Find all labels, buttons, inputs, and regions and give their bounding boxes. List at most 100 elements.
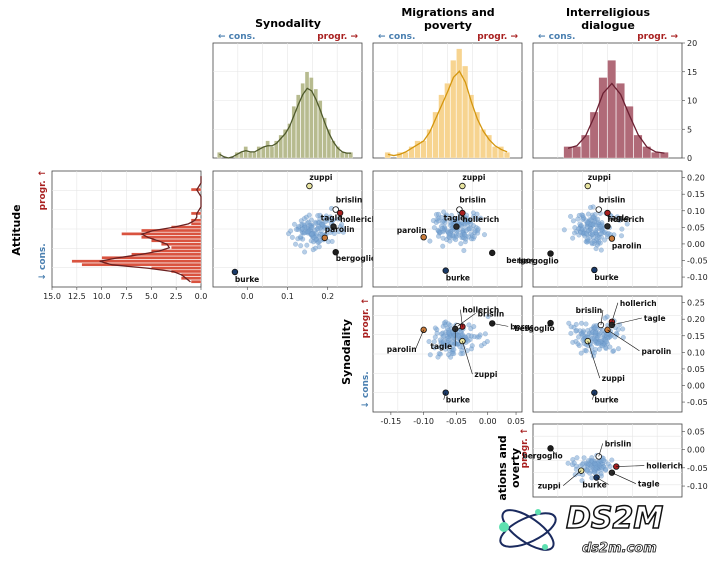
x-tick-label: 0.00 bbox=[479, 417, 497, 426]
leader-line bbox=[596, 477, 609, 485]
scatter-point bbox=[570, 218, 576, 224]
scatter-point bbox=[585, 219, 591, 225]
scatter-point bbox=[316, 239, 322, 245]
scatter-point bbox=[617, 217, 623, 223]
cons-label-synodality: ← cons. bbox=[218, 32, 255, 42]
hist-bar bbox=[426, 129, 433, 159]
scatter-point bbox=[309, 224, 315, 230]
hist-bar bbox=[462, 65, 469, 159]
cardinal-point-bergoglio bbox=[489, 249, 496, 257]
scatter-point bbox=[436, 351, 442, 357]
hist-bar bbox=[121, 232, 202, 236]
cardinal-point-tagle bbox=[330, 223, 337, 230]
scatter-point bbox=[427, 352, 433, 358]
y-tick-label: -0.05 bbox=[687, 256, 708, 265]
x-tick-label: 0.0 bbox=[195, 292, 208, 301]
cardinal-label: hollerich bbox=[462, 215, 499, 224]
x-tick-label: 15.0 bbox=[43, 292, 61, 301]
panels-layer: 0 5 10 15 20 15.0 12.5 10.0 7.5 5.0 2.5 0.0 zuppi bri… bbox=[43, 39, 708, 498]
kde-line bbox=[219, 87, 352, 159]
scatter-point bbox=[579, 461, 585, 467]
scatter-point bbox=[289, 234, 295, 240]
cardinal-label: zuppi bbox=[602, 374, 625, 383]
cardinal-label: hollerich bbox=[646, 462, 683, 471]
cons-label-migrations: ← cons. bbox=[378, 32, 415, 42]
cardinal-point-tagle bbox=[604, 223, 611, 230]
leader-line bbox=[550, 448, 557, 456]
hist-bar bbox=[296, 94, 301, 159]
cardinal-label: tagle bbox=[321, 214, 343, 223]
scatter-point bbox=[602, 237, 608, 243]
cons-label-attitude: ↓ cons. bbox=[38, 243, 48, 280]
scatter-point bbox=[593, 228, 599, 234]
scatter-point bbox=[322, 225, 328, 231]
scatter-point bbox=[440, 235, 446, 241]
hist-bar bbox=[243, 146, 248, 159]
cardinal-label: zuppi bbox=[474, 370, 497, 379]
scatter-point bbox=[309, 231, 315, 237]
scatter-point bbox=[620, 326, 626, 332]
scatter-point bbox=[593, 246, 599, 252]
hist-bar bbox=[190, 222, 202, 226]
scatter-point bbox=[614, 214, 620, 220]
scatter-point bbox=[462, 217, 468, 223]
scatter-point bbox=[591, 214, 597, 220]
leader-line bbox=[611, 302, 619, 322]
hist-bar bbox=[322, 117, 327, 159]
cardinal-label: bergoglio bbox=[518, 257, 558, 266]
scatter-point bbox=[590, 222, 596, 228]
scatter-point bbox=[482, 232, 488, 238]
scatter-point bbox=[597, 223, 603, 229]
hist-bar bbox=[282, 129, 288, 159]
kde-line bbox=[99, 176, 202, 283]
row-label-synodality: Synodality bbox=[340, 319, 353, 385]
logo-orbit-1 bbox=[499, 512, 557, 548]
hist-bar bbox=[581, 134, 590, 159]
hist-bar bbox=[309, 77, 314, 159]
hist-bar bbox=[291, 106, 297, 159]
scatter-point bbox=[603, 339, 609, 345]
x-tick-label: 12.5 bbox=[68, 292, 86, 301]
hist-bar bbox=[180, 273, 202, 277]
scatter-point bbox=[585, 211, 591, 217]
scatter-point bbox=[580, 216, 586, 222]
hist-bar bbox=[348, 152, 353, 159]
scatter-point bbox=[585, 236, 591, 242]
scatter-point bbox=[484, 338, 490, 344]
leader-line bbox=[611, 472, 637, 484]
x-tick-label: -0.05 bbox=[446, 417, 467, 426]
cardinal-label: zuppi bbox=[588, 173, 611, 182]
cardinal-point-bergoglio bbox=[547, 250, 554, 257]
hist-bar bbox=[81, 262, 202, 267]
cardinal-label: zuppi bbox=[309, 173, 332, 182]
logo-orbit-2 bbox=[501, 509, 555, 551]
hist-bar bbox=[486, 134, 492, 159]
scatter-point bbox=[607, 344, 613, 350]
cardinal-label: tagle bbox=[638, 480, 660, 489]
scatter-point bbox=[466, 226, 472, 232]
cardinal-label: tagle bbox=[444, 214, 466, 223]
hist-bar bbox=[304, 71, 310, 159]
scatter-point bbox=[578, 350, 584, 356]
cardinal-label: burke bbox=[235, 275, 259, 284]
scatter-point bbox=[426, 339, 432, 345]
scatter-point bbox=[613, 330, 619, 336]
scatter-point bbox=[588, 204, 594, 210]
hist-bar bbox=[313, 88, 318, 159]
cardinal-label: parolin bbox=[325, 225, 355, 234]
scatter-point bbox=[595, 216, 601, 222]
x-tick-label: 5.0 bbox=[145, 292, 158, 301]
cardinal-label: hollerich bbox=[462, 306, 499, 315]
scatter-point bbox=[599, 465, 605, 471]
hist-bar bbox=[190, 187, 202, 192]
cardinal-point-brislin bbox=[595, 206, 602, 213]
scatter-point bbox=[575, 341, 581, 347]
scatter-point bbox=[471, 214, 477, 220]
cardinal-label: burke bbox=[446, 396, 470, 405]
hist-bar bbox=[339, 152, 345, 159]
scatter-point bbox=[602, 315, 608, 321]
scatter-point bbox=[306, 212, 312, 218]
scatter-point bbox=[442, 213, 448, 219]
y-tick-label: 10 bbox=[687, 97, 697, 106]
